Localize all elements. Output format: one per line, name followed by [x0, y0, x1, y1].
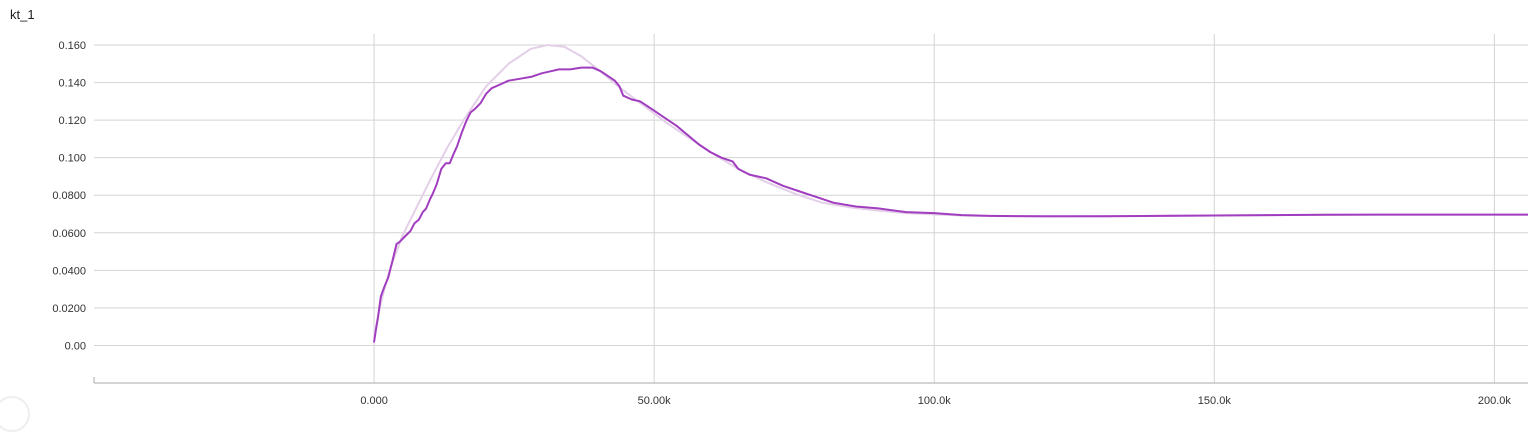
y-tick-label: 0.160 — [58, 40, 86, 52]
chart-axes — [93, 377, 1528, 384]
y-tick-label: 0.120 — [58, 115, 86, 127]
x-tick-label: 100.0k — [918, 395, 952, 407]
corner-circle-icon — [0, 396, 30, 432]
x-axis-ticks: 0.000 50.00k 100.0k 150.0k 200.0k — [360, 395, 1511, 407]
y-axis-ticks: 0.00 0.0200 0.0400 0.0600 0.0800 0.100 0.120 0.… — [52, 40, 86, 352]
x-tick-label: 200.0k — [1478, 395, 1512, 407]
y-tick-label: 0.0600 — [52, 228, 86, 240]
x-tick-label: 50.00k — [638, 395, 672, 407]
y-tick-label: 0.0200 — [52, 303, 86, 315]
x-tick-label: 150.0k — [1198, 395, 1232, 407]
y-tick-label: 0.0400 — [52, 265, 86, 277]
chart-title: kt_1 — [10, 7, 35, 22]
y-tick-label: 0.00 — [65, 340, 86, 352]
chart-series — [373, 44, 1528, 343]
y-tick-label: 0.100 — [58, 153, 86, 165]
smoothed-series-line — [373, 44, 1528, 338]
x-tick-label: 0.000 — [360, 395, 388, 407]
y-tick-label: 0.140 — [58, 78, 86, 90]
line-chart: 0.00 0.0200 0.0400 0.0600 0.0800 0.100 0.120 0.… — [52, 34, 1528, 407]
main-series-line — [373, 66, 1528, 343]
y-tick-label: 0.0800 — [52, 190, 86, 202]
chart-grid — [94, 34, 1528, 383]
